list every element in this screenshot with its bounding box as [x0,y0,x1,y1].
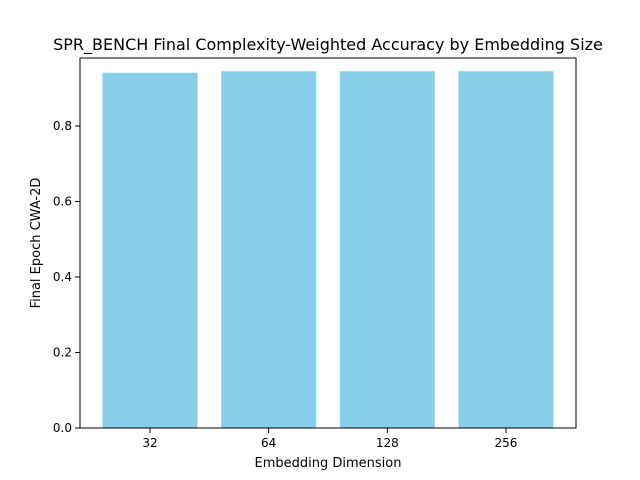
bar-32 [102,72,198,428]
y-axis-label: Final Epoch CWA-2D [29,178,44,309]
chart-title: SPR_BENCH Final Complexity-Weighted Accu… [53,35,603,55]
bar-64 [221,71,317,428]
bar-256 [458,71,554,428]
x-tick-label: 256 [495,436,518,450]
x-tick-label: 64 [261,436,276,450]
bar-128 [339,71,435,428]
y-tick-label: 0.2 [53,345,72,359]
y-tick-label: 0.8 [53,119,72,133]
bars-group [102,71,554,428]
x-tick-label: 32 [142,436,157,450]
x-axis: 32 64 128 256 [142,428,517,450]
plot-frame [79,57,577,429]
y-tick-label: 0.0 [53,421,72,435]
x-tick-label: 128 [376,436,399,450]
y-tick-label: 0.6 [53,194,72,208]
y-tick-label: 0.4 [53,270,72,284]
x-axis-label: Embedding Dimension [255,456,402,471]
y-axis: 0.0 0.2 0.4 0.6 0.8 [53,119,80,435]
